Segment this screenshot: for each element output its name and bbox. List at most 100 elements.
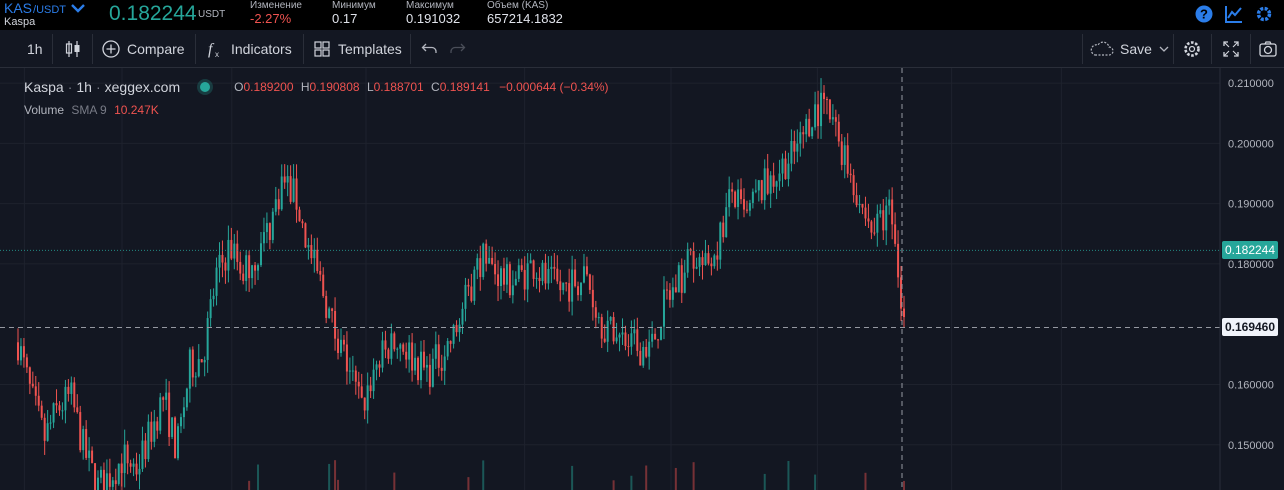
candle-body [239,261,242,274]
candle-body [805,118,808,135]
last-price: 0.182244 [109,2,197,25]
price-axis[interactable]: 0.210000 0.200000 0.190000 0.180000 0.160000… [1228,78,1274,452]
candle-body [751,191,754,203]
candle-body [529,260,532,264]
candle-body [334,310,337,339]
candle-body [25,357,28,368]
settings-icon[interactable] [1254,4,1274,24]
candle-body [61,410,64,412]
candles [17,78,905,490]
candle-body [553,266,556,269]
candle-body [76,407,79,413]
candle-body [289,176,292,202]
ticker-icons: ? [1194,4,1274,24]
candle-body [348,370,351,372]
price-axis-tick: 0.190000 [1228,199,1274,211]
candle-body [301,221,304,224]
candle-body [698,257,701,267]
price-chart[interactable]: 0.210000 0.200000 0.190000 0.180000 0.160000… [0,68,1284,490]
candle-body [574,269,577,287]
redo-button[interactable] [447,30,467,68]
undo-button[interactable] [420,30,440,68]
candle-body [760,180,763,201]
chevron-down-icon [1159,46,1169,52]
candle-body [411,342,414,371]
legend-ohlc: O0.189200 H0.190808 L0.188701 C0.189141 … [234,80,608,94]
candle-body [97,477,100,490]
chart-line-icon[interactable] [1224,4,1244,24]
candle-body [482,243,485,278]
symbol-selector[interactable]: KAS/USDT [4,0,86,16]
candle-body [298,209,301,222]
candle-body [194,376,197,378]
candle-body [547,268,550,284]
candle-body [271,211,274,240]
candle-body [657,339,660,341]
candle-body [431,358,434,387]
snapshot-button[interactable] [1258,30,1278,68]
help-icon[interactable]: ? [1194,4,1214,24]
candle-body [144,440,147,460]
candle-body [443,356,446,371]
candle-body [99,469,102,478]
stat-label: Объем (KAS) [487,0,549,11]
candle-body [88,450,91,458]
stat-value: 0.191032 [406,11,461,26]
candle-body [203,359,206,363]
candle-body [734,191,737,207]
save-button[interactable]: Save [1089,30,1170,68]
base-symbol: KAS [4,0,33,16]
candle-body [624,332,627,347]
candle-body [171,417,174,437]
candle-body [885,205,888,231]
candle-body [310,245,313,259]
candle-body [174,417,177,459]
candlestick-icon [65,41,80,57]
candle-body [609,317,612,321]
candle-body [248,255,251,279]
volume-legend: Volume SMA 9 10.247K [24,103,159,117]
candle-body [428,364,431,387]
price-axis-tick: 0.200000 [1228,138,1274,150]
candle-body [322,274,325,297]
candle-body [479,258,482,278]
candle-body [811,127,814,137]
templates-button[interactable]: Templates [312,30,402,68]
candle-body [17,342,19,361]
candle-body [867,218,870,222]
volume-label: Volume [24,103,65,117]
stat-label: Изменение [250,0,302,11]
candle-body [209,299,212,319]
compare-button[interactable]: Compare [101,30,185,68]
stat-label: Максимум [406,0,454,11]
candle-body [153,421,156,442]
candle-body [19,346,22,361]
candle-body [337,338,340,353]
candle-body [544,262,547,284]
candle-body [141,440,144,469]
candle-body [538,277,541,282]
candle-body [500,268,503,286]
chart-settings-button[interactable] [1182,30,1202,68]
candle-body [197,359,200,377]
candle-body [262,232,265,244]
stat-value: -2.27% [250,11,292,26]
svg-text:?: ? [1200,7,1208,22]
candle-body [580,282,583,296]
candle-body [268,223,271,240]
chart-canvas[interactable]: 0.210000 0.200000 0.190000 0.180000 0.160000… [0,68,1284,490]
symbol-name: Kaspa [4,16,36,28]
svg-text:x: x [215,50,219,59]
candle-body [722,222,725,238]
indicators-label: Indicators [231,41,292,57]
candle-body [40,405,43,418]
stat-value: 657214.1832 [487,11,563,26]
interval-button[interactable]: 1h [27,30,43,68]
candle-type-button[interactable] [63,30,83,68]
ticker-bar: KAS/USDT Kaspa 0.182244 USDT Изменение -… [0,0,1284,30]
fullscreen-button[interactable] [1221,30,1241,68]
gear-icon [1184,41,1200,57]
